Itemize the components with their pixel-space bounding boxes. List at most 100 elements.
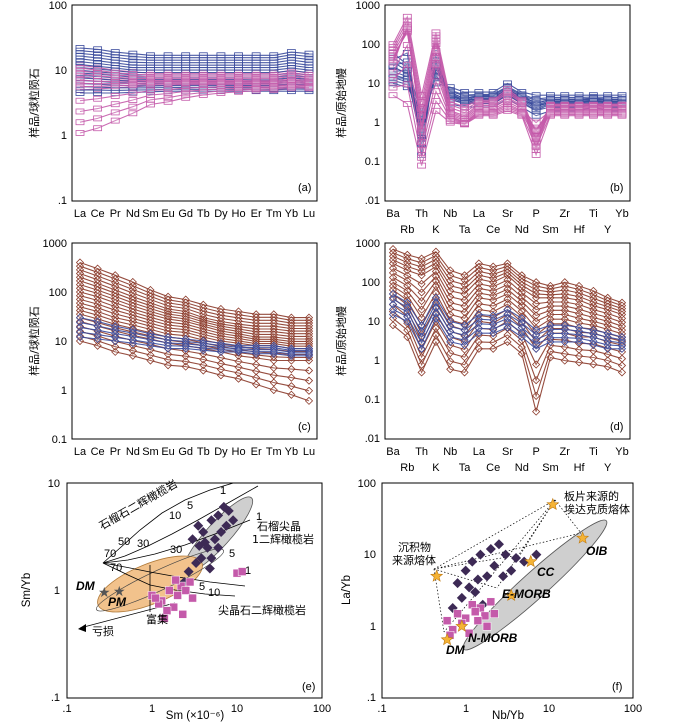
- slab-label-1: 板片来源的: [564, 489, 619, 503]
- data-point: [431, 272, 441, 281]
- data-point: [304, 59, 314, 66]
- category-tick-label: Tb: [197, 446, 210, 458]
- data-point: [181, 91, 191, 98]
- data-point: [474, 305, 483, 314]
- category-tick-label: Ho: [232, 446, 246, 458]
- data-point: [431, 78, 441, 85]
- data-point: [75, 323, 85, 332]
- data-point: [431, 330, 441, 340]
- data-point: [111, 333, 120, 342]
- data-point: [474, 310, 483, 319]
- panel-a: 样品/球粒陨石 100 10 1 .1 La Ce Pr Nd Sm Eu Gd Tb Dy Ho…: [27, 0, 318, 220]
- data-point: [388, 255, 398, 264]
- data-point: [503, 323, 512, 332]
- dark-marker: [475, 549, 486, 560]
- data-point: [163, 94, 173, 101]
- data-point: [75, 83, 85, 90]
- data-point: [234, 316, 243, 326]
- category-tick-label: Th: [415, 446, 428, 458]
- data-point: [252, 360, 261, 369]
- nmorb-label: N-MORB: [468, 631, 518, 645]
- data-point: [532, 311, 541, 320]
- data-point: [560, 310, 569, 319]
- data-point: [617, 341, 627, 350]
- data-point: [287, 321, 296, 330]
- data-point: [417, 288, 426, 297]
- dark-marker: [193, 520, 204, 531]
- data-point: [403, 312, 412, 321]
- data-point: [164, 350, 173, 359]
- data-point: [181, 322, 190, 332]
- category-tick-label: P: [532, 208, 539, 220]
- panel-e-xtick-01: .1: [62, 703, 71, 715]
- pink-marker: [442, 616, 452, 625]
- data-point: [560, 349, 569, 358]
- data-point: [286, 84, 296, 91]
- data-point: [574, 345, 584, 354]
- panel-c: 样品/球粒陨石 1000 100 10 1 0.1 La Ce Pr Nd Sm Eu Gd…: [27, 238, 318, 458]
- data-point: [546, 337, 555, 346]
- data-point: [474, 337, 483, 347]
- data-point: [146, 304, 155, 313]
- data-point: [93, 55, 103, 61]
- data-point: [164, 335, 173, 345]
- series-line: [392, 277, 623, 327]
- data-point: [560, 321, 569, 330]
- series-line: [392, 19, 622, 140]
- data-point: [146, 81, 155, 88]
- pink-marker: [151, 593, 160, 603]
- panel-d-ytick-1: 1: [374, 355, 380, 367]
- data-point: [252, 367, 261, 376]
- category-tick-label: Eu: [161, 208, 174, 220]
- data-point: [460, 331, 469, 340]
- star-oib: [576, 531, 590, 544]
- data-point: [75, 53, 85, 60]
- data-point: [603, 317, 612, 326]
- data-point: [234, 363, 243, 372]
- panel-f-ytick-01: .1: [367, 692, 376, 704]
- data-point: [269, 59, 279, 66]
- panel-e-xtick-100: 100: [313, 703, 331, 715]
- data-point: [474, 319, 483, 328]
- pink-marker: [173, 591, 182, 600]
- data-point: [252, 319, 261, 328]
- data-point: [388, 69, 398, 76]
- data-point: [146, 295, 155, 304]
- data-point: [287, 318, 296, 328]
- data-point: [546, 96, 555, 103]
- data-point: [488, 92, 498, 99]
- dark-marker: [498, 571, 509, 582]
- data-point: [269, 347, 278, 356]
- data-point: [181, 320, 190, 329]
- series-line: [392, 324, 623, 412]
- panel-f-xtick-10: 10: [543, 703, 555, 715]
- pm-label: PM: [108, 595, 127, 609]
- data-point: [164, 355, 173, 364]
- data-point: [489, 311, 498, 320]
- data-point: [128, 346, 137, 355]
- category-tick-label: Ce: [91, 446, 105, 458]
- data-point: [531, 102, 541, 109]
- data-point: [388, 321, 398, 330]
- data-point: [403, 262, 412, 271]
- data-point: [417, 262, 426, 272]
- category-tick-label: Er: [251, 446, 262, 458]
- mix-line-7: [496, 499, 556, 589]
- data-point: [93, 330, 102, 339]
- data-point: [181, 59, 191, 66]
- data-point: [474, 299, 483, 308]
- data-point: [489, 324, 498, 333]
- data-point: [216, 371, 225, 380]
- data-point: [93, 95, 103, 102]
- pink-marker: [464, 629, 474, 638]
- pink-marker: [176, 581, 186, 591]
- data-point: [503, 295, 512, 304]
- category-tick-label: Dy: [214, 208, 228, 220]
- panel-f-xtick-1: 1: [463, 703, 469, 715]
- data-point: [216, 345, 225, 354]
- data-point: [446, 349, 455, 358]
- data-point: [574, 111, 584, 118]
- data-point: [181, 342, 190, 351]
- category-tick-label: Er: [251, 208, 262, 220]
- data-point: [446, 304, 455, 313]
